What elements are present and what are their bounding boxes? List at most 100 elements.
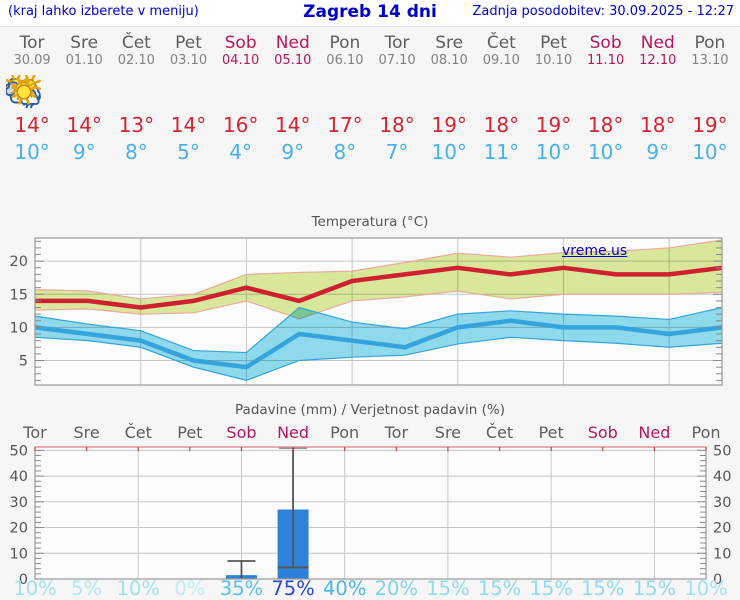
weather-icon-wrap [10,75,423,109]
sunny-icon [11,79,37,105]
precip-day-label: Sob [588,423,618,442]
max-temperature: 17° [327,113,363,137]
precip-day-label: Ned [277,423,309,442]
max-temperature: 14° [170,113,207,137]
weather-icon-wrap [6,75,162,109]
day-date: 01.10 [65,53,103,68]
forecast-day-column: Sre 01.10 14° 9° [6,28,110,166]
precip-day-label: Pon [330,423,359,442]
max-temperature: 13° [118,113,155,137]
max-temperature: 19° [431,113,467,137]
precip-probability-label: 15% [426,577,469,600]
precip-probability-label: 10% [684,577,727,600]
page-title: Zagreb 14 dni [303,2,437,22]
temperature-chart: 5 10 15 20 [10,237,723,386]
max-temperature-line [35,265,723,310]
day-name: Tor [19,33,45,53]
temp-y-tick-label: 5 [19,354,28,370]
min-temperature: 9° [72,140,96,164]
day-name: Ned [640,33,675,53]
day-name: Sre [70,33,99,53]
precip-day-label: Tor [22,423,47,442]
day-name: Pet [175,33,202,53]
temp-y-tick-label: 15 [10,287,28,303]
precipitation-chart: Tor Sre Čet Pet Sob Ned Pon Tor Sre Čet Pet Sob Ned P… [10,423,732,600]
page-header: (kraj lahko izberete v meniju) Zagreb 14… [0,0,740,27]
day-date: 11.10 [587,53,625,68]
precip-day-label: Pon [691,423,720,442]
min-temperature: 10° [587,140,624,164]
precip-y-tick-label-left: 20 [10,521,28,537]
day-name: Pon [694,33,726,53]
location-menu-hint: (kraj lahko izberete v meniju) [8,4,199,19]
precip-y-tick-label-left: 50 [10,443,28,459]
precip-day-label: Sob [226,423,256,442]
min-temperature: 10° [692,140,728,164]
precip-day-label: Čet [125,423,152,442]
precip-probability-label: 20% [375,577,418,600]
precip-probability-label: 40% [323,577,366,600]
max-temperature: 18° [587,113,624,137]
day-date: 09.10 [482,53,520,68]
weather-icon-wrap [6,75,110,109]
day-name: Sob [589,33,622,53]
day-date: 02.10 [117,53,155,68]
forecast-day-column: Ned 05.10 14° 9° [6,28,319,166]
min-temperature: 9° [281,140,305,164]
precip-day-label: Ned [638,423,670,442]
day-name: Sob [224,33,257,53]
temp-y-tick-label: 10 [10,320,28,336]
min-temperature: 9° [646,140,670,164]
last-update-timestamp: Zadnja posodobitev: 30.09.2025 - 12:27 [472,4,734,19]
precip-y-tick-label-right: 30 [713,495,731,511]
forecast-day-column: Pet 03.10 14° 5° [11,28,214,166]
day-name: Sre [435,33,464,53]
min-temperature: 8° [124,140,148,164]
min-temperature: 10° [535,140,572,164]
day-name: Ned [275,33,310,53]
weather-icon-wrap [11,75,527,109]
day-date: 12.10 [639,53,677,68]
forecast-day-column: Ned 12.10 18° 9° [11,28,684,166]
day-date: 08.10 [430,53,468,68]
precip-day-label: Sre [435,423,461,442]
precip-y-tick-label-left: 0 [19,572,28,588]
forecast-day-column: Tor 07.10 18° 7° [10,28,423,166]
day-date: 13.10 [691,53,729,68]
day-date: 07.10 [378,53,416,68]
day-date: 30.09 [13,53,51,68]
precip-probability-label: 15% [478,577,521,600]
day-date: 03.10 [169,53,208,68]
weather-icon-wrap [6,75,371,109]
max-temperature: 18° [640,113,676,137]
weather-icon-wrap [6,75,319,109]
min-temperature: 5° [177,140,200,164]
precip-probability-label: 0% [174,577,205,600]
max-temperature: 19° [535,113,572,137]
weather-icon-wrap [11,75,684,109]
weather-icon-wrap [11,75,632,109]
forecast-day-column: Sre 08.10 19° 10° [11,28,475,166]
day-name: Čet [121,33,151,53]
precip-probability-label: 10% [13,577,56,600]
temperature-chart-title: Temperatura (°C) [311,214,429,230]
max-temperature: 14° [66,113,102,137]
forecast-day-column: Sob 04.10 16° 4° [6,28,267,166]
day-date: 05.10 [274,53,312,68]
precip-y-tick-label-right: 50 [713,443,731,459]
precip-y-tick-label-right: 10 [713,546,731,562]
vreme-us-watermark-link[interactable]: vreme.us [562,243,628,259]
min-temperature: 8° [333,140,357,164]
precip-y-tick-label-left: 40 [10,469,28,485]
min-temperature: 7° [385,140,409,164]
day-name: Tor [384,33,410,53]
precip-probability-label: 75% [271,577,314,600]
forecast-day-column: Čet 09.10 18° 11° [11,28,527,166]
precip-day-label: Tor [384,423,409,442]
precip-y-tick-label-left: 30 [10,495,28,511]
weather-icon-wrap [11,75,475,109]
min-temperature: 4° [229,140,252,164]
min-temperature-line [34,318,723,370]
day-date: 10.10 [534,53,573,68]
